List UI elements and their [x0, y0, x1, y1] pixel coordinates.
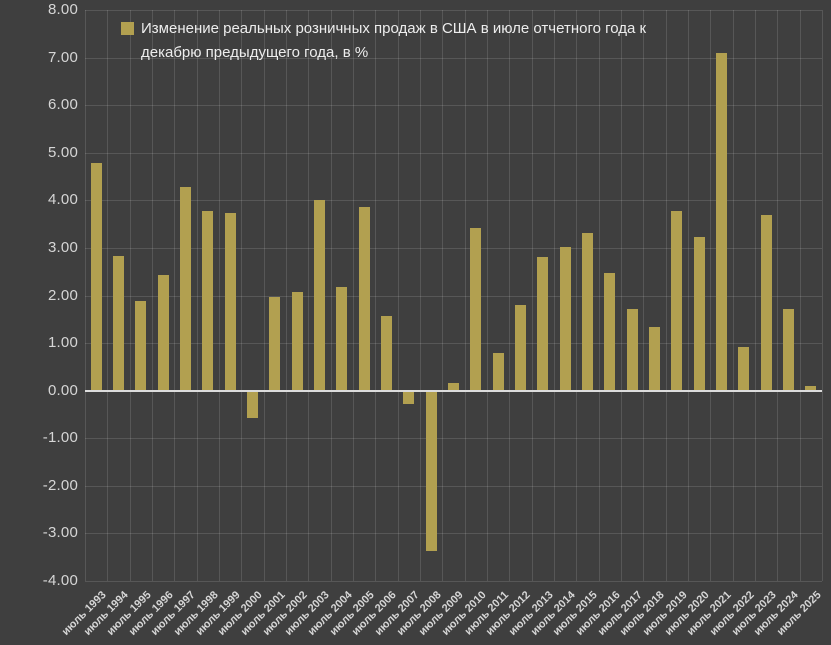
y-tick-label: 1.00 [48, 334, 78, 352]
bar-июль-2021 [716, 52, 727, 391]
y-tick-label: 0.00 [48, 381, 78, 399]
h-gridline [85, 581, 822, 582]
v-gridline [375, 10, 376, 581]
bar-июль-2013 [537, 257, 549, 391]
v-gridline [174, 10, 175, 581]
v-gridline [777, 10, 778, 581]
v-gridline [442, 10, 443, 581]
v-gridline [197, 10, 198, 581]
v-gridline [331, 10, 332, 581]
h-gridline [85, 486, 822, 487]
h-gridline [85, 153, 822, 154]
v-gridline [710, 10, 711, 581]
v-gridline [800, 10, 801, 581]
v-gridline [599, 10, 600, 581]
bar-июль-2005 [358, 206, 370, 391]
h-gridline [85, 10, 822, 11]
bar-июль-2017 [626, 308, 638, 391]
h-gridline [85, 248, 822, 249]
bar-июль-2002 [291, 291, 303, 391]
v-gridline [398, 10, 399, 581]
h-gridline [85, 105, 822, 106]
bar-июль-2003 [314, 199, 325, 391]
v-gridline [152, 10, 153, 581]
bar-июль-2020 [693, 236, 705, 391]
bar-июль-1993 [90, 163, 102, 391]
h-gridline [85, 200, 822, 201]
bar-июль-1996 [157, 274, 169, 391]
bar-июль-2008 [425, 390, 437, 551]
v-gridline [688, 10, 689, 581]
v-gridline [130, 10, 131, 581]
bar-июль-2011 [492, 353, 504, 391]
h-gridline [85, 438, 822, 439]
legend-swatch-icon [121, 22, 134, 35]
v-gridline [576, 10, 577, 581]
v-gridline [264, 10, 265, 581]
y-tick-label: -2.00 [42, 476, 78, 494]
h-gridline [85, 343, 822, 344]
bar-июль-2024 [783, 308, 794, 391]
bar-июль-2016 [604, 273, 616, 391]
bar-июль-2014 [559, 247, 571, 391]
bar-июль-2018 [649, 327, 660, 391]
v-gridline [241, 10, 242, 581]
y-tick-label: -1.00 [42, 429, 78, 447]
bar-июль-2025 [805, 386, 817, 391]
v-gridline [666, 10, 667, 581]
bar-июль-2012 [515, 305, 526, 391]
v-gridline [353, 10, 354, 581]
y-tick-label: 3.00 [48, 238, 78, 256]
y-tick-label: -3.00 [42, 524, 78, 542]
h-gridline [85, 533, 822, 534]
v-gridline [286, 10, 287, 581]
plot-area [85, 10, 823, 582]
y-tick-label: 2.00 [48, 286, 78, 304]
h-gridline [85, 58, 822, 59]
v-gridline [643, 10, 644, 581]
bar-июль-2006 [381, 316, 392, 391]
v-gridline [487, 10, 488, 581]
v-gridline [532, 10, 533, 581]
v-gridline [465, 10, 466, 581]
y-tick-label: 8.00 [48, 1, 78, 18]
bar-июль-2001 [269, 296, 281, 391]
bar-июль-2004 [336, 286, 348, 391]
bar-июль-1998 [202, 211, 214, 391]
v-gridline [733, 10, 734, 581]
bar-июль-2007 [403, 390, 415, 405]
v-gridline [621, 10, 622, 581]
v-gridline [509, 10, 510, 581]
h-gridline [85, 296, 822, 297]
y-tick-label: 5.00 [48, 143, 78, 161]
bar-июль-2009 [448, 383, 459, 391]
bar-июль-2015 [582, 233, 593, 391]
bar-июль-2000 [247, 390, 258, 418]
bar-июль-1997 [180, 186, 191, 391]
bar-июль-1995 [135, 300, 147, 391]
y-tick-label: 6.00 [48, 96, 78, 114]
bar-июль-1999 [224, 212, 236, 391]
v-gridline [219, 10, 220, 581]
y-tick-label: 7.00 [48, 48, 78, 66]
v-gridline [85, 10, 86, 581]
bar-июль-2023 [760, 215, 772, 391]
y-tick-label: -4.00 [42, 572, 78, 589]
bar-июль-1994 [113, 255, 124, 391]
legend: Изменение реальных розничных продаж в СШ… [121, 17, 661, 65]
v-gridline [822, 10, 823, 581]
legend-label: Изменение реальных розничных продаж в СШ… [141, 20, 647, 61]
v-gridline [755, 10, 756, 581]
bar-июль-2022 [738, 346, 750, 391]
v-gridline [107, 10, 108, 581]
bar-июль-2019 [671, 210, 683, 391]
v-gridline [554, 10, 555, 581]
y-tick-label: 4.00 [48, 191, 78, 209]
bar-июль-2010 [470, 227, 482, 391]
v-gridline [420, 10, 421, 581]
v-gridline [308, 10, 309, 581]
zero-axis-line [85, 390, 822, 392]
